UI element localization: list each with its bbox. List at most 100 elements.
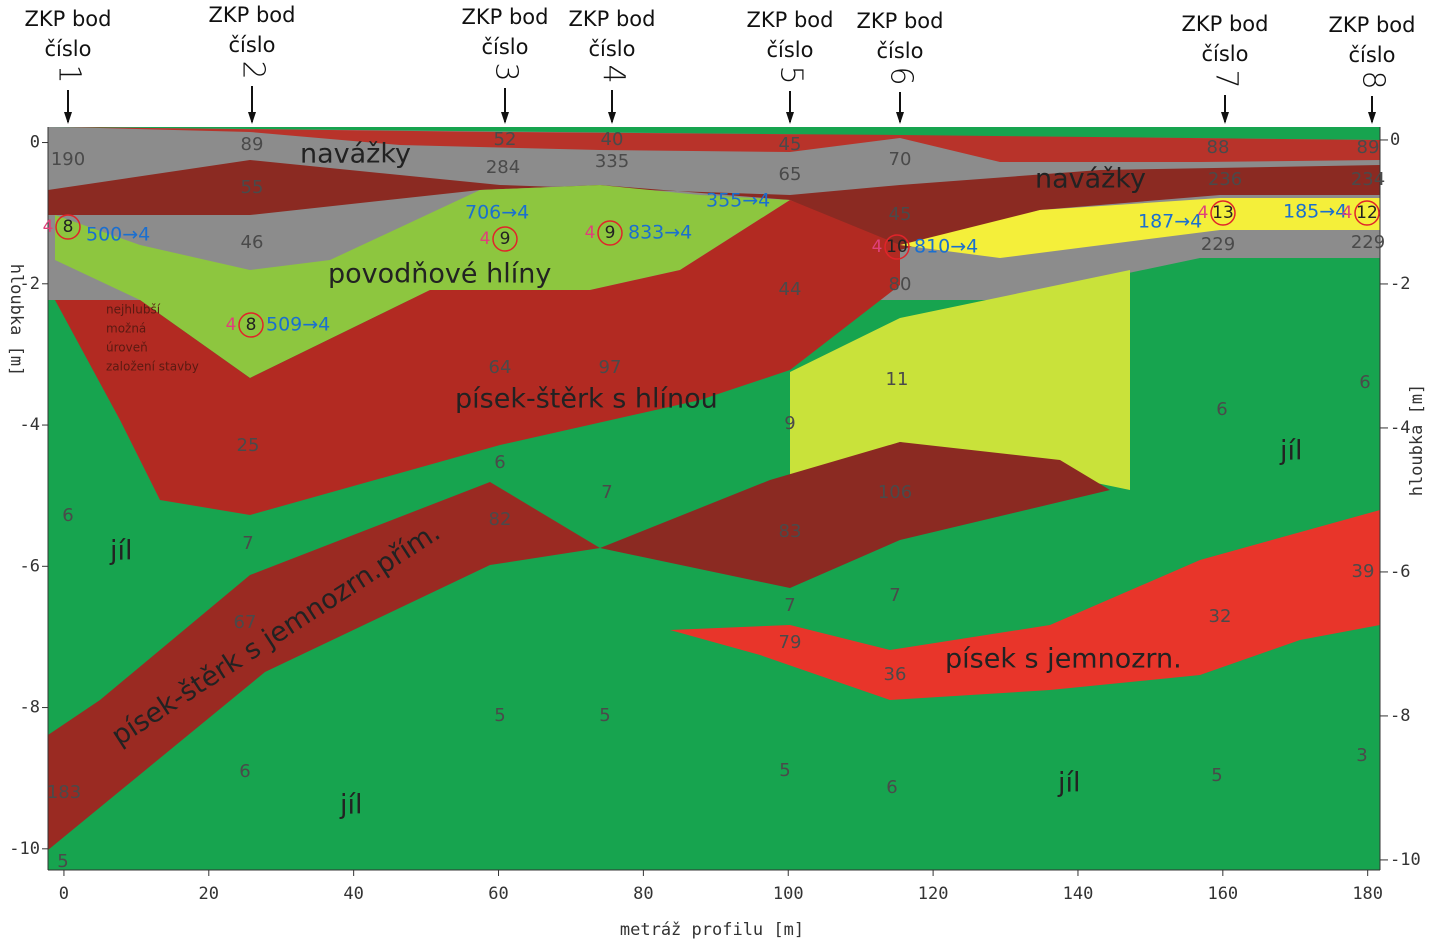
resistivity: 6 (494, 452, 505, 473)
x-tick-label: 0 (59, 884, 69, 904)
circled-value: 10 (886, 237, 908, 257)
y-tick-label: -4 (20, 415, 40, 435)
resistivity: 7 (601, 482, 612, 503)
conductivity: 833→4 (628, 222, 692, 244)
note: nejhlubší (106, 303, 161, 317)
resistivity: 5 (779, 760, 790, 781)
resistivity: 229 (1201, 234, 1235, 255)
layer-label: jíl (1279, 436, 1303, 467)
layer-label: jíl (1057, 768, 1081, 799)
borehole-subtitle: číslo (766, 38, 813, 62)
conductivity: 706→4 (465, 202, 529, 224)
arrow-head (64, 112, 72, 124)
x-tick-label: 100 (773, 884, 804, 904)
y-axis-label: hloubka [m] (1407, 384, 1427, 497)
borehole-number: 3 (489, 62, 524, 81)
circled-value: 12 (1356, 203, 1378, 223)
resistivity: 6 (62, 505, 73, 526)
arrow-head (1221, 112, 1229, 124)
note: založení stavby (106, 360, 199, 374)
circled-prefix: 4 (1198, 203, 1209, 223)
conductivity: 355→4 (706, 190, 770, 212)
resistivity: 65 (779, 164, 802, 185)
layer-label: navážky (1035, 164, 1146, 195)
borehole-subtitle: číslo (588, 37, 635, 61)
resistivity: 7 (242, 533, 253, 554)
resistivity: 6 (1359, 372, 1370, 393)
resistivity: 45 (779, 134, 802, 155)
resistivity: 36 (884, 664, 907, 685)
resistivity: 6 (239, 761, 250, 782)
resistivity: 82 (489, 509, 512, 530)
resistivity: 11 (886, 369, 909, 390)
conductivity: 509→4 (266, 314, 330, 336)
y-tick-label: -10 (1390, 850, 1421, 870)
conductivity: 187→4 (1138, 211, 1202, 233)
x-tick-label: 140 (1063, 884, 1094, 904)
conductivity: 500→4 (86, 224, 150, 246)
y-tick-label: -8 (1390, 706, 1410, 726)
x-tick-label: 180 (1352, 884, 1383, 904)
arrow-head (248, 112, 256, 124)
borehole-title: ZKP bod (1181, 12, 1268, 36)
conductivity: 185→4 (1283, 201, 1347, 223)
y-tick-label: 0 (30, 133, 40, 153)
borehole-number: 8 (1356, 70, 1391, 89)
resistivity: 46 (241, 232, 264, 253)
circled-prefix: 4 (872, 237, 883, 257)
layer-label: povodňové hlíny (328, 259, 551, 290)
layer-label: jíl (339, 790, 363, 821)
borehole-title: ZKP bod (208, 3, 295, 27)
resistivity: 234 (1351, 169, 1385, 190)
resistivity: 52 (494, 129, 517, 150)
resistivity: 5 (1211, 765, 1222, 786)
resistivity: 7 (889, 585, 900, 606)
conductivity: 810→4 (914, 236, 978, 258)
resistivity: 6 (1216, 399, 1227, 420)
resistivity: 183 (47, 782, 81, 803)
x-tick-label: 160 (1207, 884, 1238, 904)
note: možná (106, 322, 146, 336)
arrow-head (896, 112, 904, 124)
borehole-title: ZKP bod (24, 7, 111, 31)
borehole-subtitle: číslo (1348, 43, 1395, 67)
resistivity: 5 (57, 851, 68, 872)
resistivity: 190 (51, 149, 85, 170)
x-tick-label: 60 (488, 884, 508, 904)
borehole-title: ZKP bod (856, 9, 943, 33)
borehole-subtitle: číslo (481, 35, 528, 59)
resistivity: 32 (1209, 606, 1232, 627)
arrow-head (1368, 112, 1376, 124)
y-tick-label: -2 (20, 274, 40, 294)
profile: metráž profilu [m] hloubka [m] hloubka [… (0, 0, 1441, 945)
note: úroveň (106, 341, 148, 355)
resistivity: 6 (886, 777, 897, 798)
y-tick-label: -8 (20, 698, 40, 718)
y-tick-label: -2 (1390, 274, 1410, 294)
arrow-head (786, 112, 794, 124)
resistivity: 3 (1356, 745, 1367, 766)
borehole-title: ZKP bod (746, 8, 833, 32)
resistivity: 106 (878, 482, 912, 503)
x-tick-label: 80 (633, 884, 653, 904)
borehole-subtitle: číslo (44, 37, 91, 61)
y-tick-label: -10 (9, 839, 40, 859)
borehole-title: ZKP bod (461, 5, 548, 29)
layer-label: písek s jemnozrn. (945, 644, 1182, 675)
circled-value: 9 (500, 229, 511, 249)
resistivity: 45 (889, 204, 912, 225)
resistivity: 97 (599, 357, 622, 378)
borehole-number: 1 (52, 64, 87, 83)
borehole-subtitle: číslo (876, 39, 923, 63)
circled-prefix: 4 (585, 223, 596, 243)
resistivity: 70 (889, 149, 912, 170)
resistivity: 88 (1207, 137, 1230, 158)
layer-label: jíl (109, 536, 133, 567)
circled-prefix: 4 (480, 229, 491, 249)
layer-label: písek-štěrk s hlínou (455, 384, 718, 415)
resistivity: 335 (595, 151, 629, 172)
resistivity: 64 (489, 357, 512, 378)
arrow-head (608, 112, 616, 124)
resistivity: 89 (1357, 137, 1380, 158)
borehole-title: ZKP bod (568, 7, 655, 31)
